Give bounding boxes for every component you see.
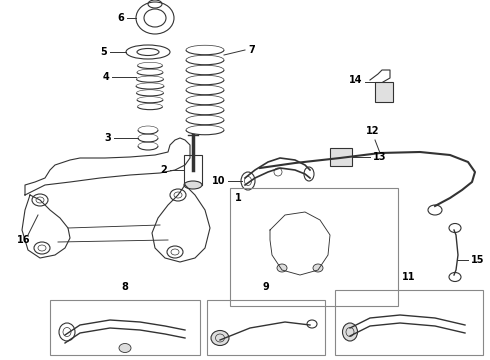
Text: 9: 9 <box>263 282 270 292</box>
Ellipse shape <box>211 330 229 346</box>
Text: 16: 16 <box>17 235 31 245</box>
Text: 7: 7 <box>248 45 255 55</box>
Text: 6: 6 <box>117 13 124 23</box>
Text: 10: 10 <box>212 176 225 186</box>
Bar <box>184 155 202 185</box>
Text: 14: 14 <box>348 75 362 85</box>
Text: 2: 2 <box>160 165 167 175</box>
Text: 15: 15 <box>471 255 485 265</box>
Ellipse shape <box>277 264 287 272</box>
Ellipse shape <box>343 323 358 341</box>
Text: 5: 5 <box>100 47 107 57</box>
Bar <box>230 188 398 306</box>
Ellipse shape <box>313 264 323 272</box>
Bar <box>335 290 483 355</box>
Ellipse shape <box>119 343 131 352</box>
Text: 8: 8 <box>122 282 128 292</box>
Text: 13: 13 <box>373 152 387 162</box>
Text: 4: 4 <box>102 72 109 82</box>
Bar <box>50 300 200 355</box>
Bar <box>375 82 393 102</box>
Text: 1: 1 <box>235 193 242 203</box>
Ellipse shape <box>184 181 202 189</box>
Text: 11: 11 <box>402 272 416 282</box>
Bar <box>207 300 325 355</box>
Bar <box>330 148 352 166</box>
Text: 3: 3 <box>104 133 111 143</box>
Text: 12: 12 <box>366 126 380 136</box>
